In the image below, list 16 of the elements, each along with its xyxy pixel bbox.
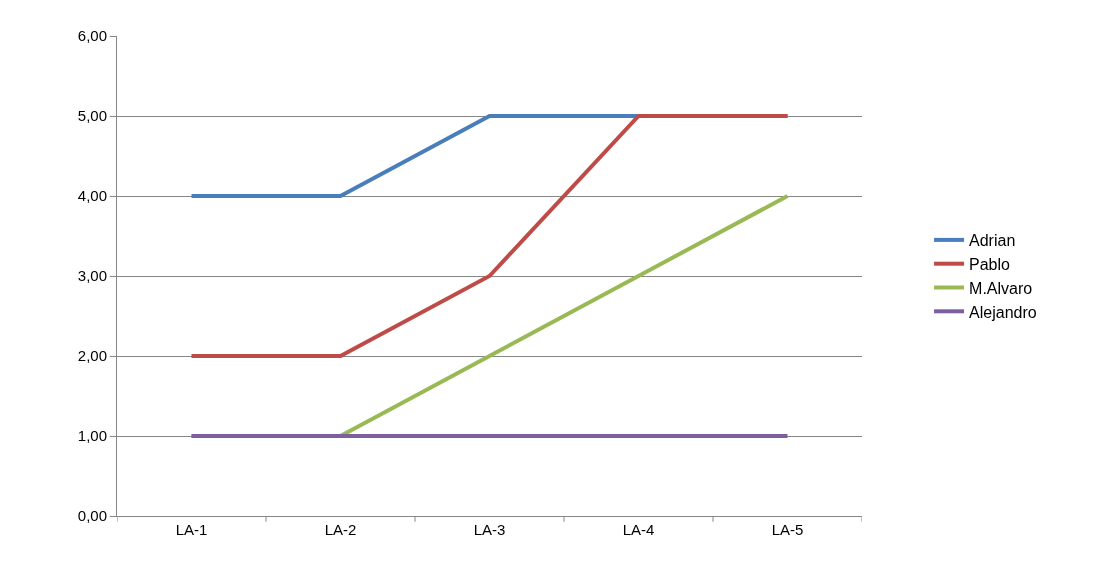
y-tick-label: 2,00 [77,347,107,365]
x-tick-label: LA-4 [622,521,655,538]
legend-label: Alejandro [969,303,1037,321]
y-tick-label: 1,00 [77,427,107,445]
x-tick-label: LA-2 [324,521,357,538]
x-tick-label: LA-1 [175,521,208,538]
y-tick-label: 3,00 [77,267,107,285]
y-tick-label: 6,00 [77,27,107,45]
y-tick-label: 4,00 [77,187,107,205]
x-tick-label: LA-3 [473,521,506,538]
legend-label: Adrian [969,232,1016,250]
x-tick-label: LA-5 [771,521,804,538]
y-tick-label: 0,00 [77,507,107,525]
legend-label: Pablo [969,255,1011,273]
y-tick-label: 5,00 [77,107,107,125]
legend-label: M.Alvaro [969,279,1033,297]
